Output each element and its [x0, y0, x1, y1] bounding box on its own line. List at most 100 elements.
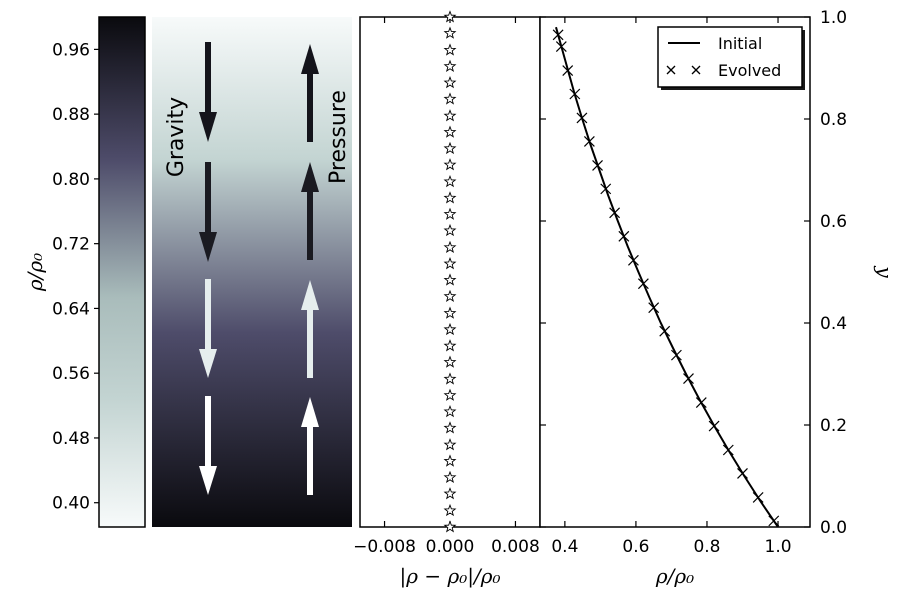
legend-box [657, 26, 803, 88]
evolved-points [552, 29, 780, 527]
gravity-label: Gravity [164, 97, 189, 177]
residual-point [443, 174, 457, 188]
pressure-arrows [301, 44, 319, 495]
evolved-point [569, 88, 581, 100]
profile-xtick-label: 0.6 [622, 537, 649, 557]
evolved-point [708, 420, 720, 432]
residual-tick-label: −0.008 [353, 537, 416, 557]
evolved-point [628, 254, 639, 266]
colorbar-tick-label: 0.48 [52, 429, 90, 449]
profile-xtick-label: 0.8 [693, 537, 720, 557]
residual-point [443, 26, 457, 39]
residual-point [443, 158, 457, 171]
colorbar-tick-label: 0.56 [52, 364, 90, 384]
profile-xticks: 0.4 0.6 0.8 1.0 [551, 17, 792, 557]
evolved-point [600, 183, 612, 195]
residual-xticks: −0.008 0.000 0.008 [353, 17, 540, 557]
evolved-point [576, 112, 588, 124]
profile-xtick-label: 1.0 [765, 537, 792, 557]
evolved-point [618, 230, 630, 242]
residual-tick-label: 0.008 [491, 537, 540, 557]
residual-point [443, 273, 457, 286]
evolved-point [555, 41, 567, 53]
profile-ytick-label: 0.0 [820, 518, 847, 538]
residual-point [443, 141, 457, 155]
profile-ytick-label: 0.8 [820, 110, 847, 130]
legend-evolved-label: Evolved [718, 61, 781, 80]
colorbar-ticks: 0.96 0.88 0.80 0.72 0.64 0.56 0.48 0.40 [52, 40, 99, 514]
residual-point [443, 503, 457, 517]
profile-ytick-label: 1.0 [820, 8, 847, 28]
pressure-arrow-2 [301, 162, 319, 260]
profile-ytick-label: 0.4 [820, 314, 847, 334]
residual-point [443, 257, 457, 270]
profile-yticks: 0.0 0.2 0.4 0.6 0.8 1.0 [540, 8, 847, 538]
residual-point [443, 191, 457, 204]
evolved-point [659, 325, 671, 337]
density-field: Gravity Pressure [152, 17, 352, 527]
residual-point [443, 59, 457, 72]
residual-point [443, 125, 457, 138]
residual-point [443, 388, 457, 401]
profile-ytick-label: 0.6 [820, 212, 847, 232]
residual-panel: −0.008 0.000 0.008 |ρ − ρ₀|/ρ₀ [353, 10, 541, 589]
profile-xlabel: ρ/ρ₀ [655, 564, 694, 588]
residual-point [443, 240, 457, 254]
colorbar-tick-label: 0.96 [52, 40, 90, 60]
evolved-point [562, 65, 574, 76]
evolved-point [752, 491, 764, 503]
pressure-arrow-1 [301, 44, 319, 142]
evolved-point [583, 136, 595, 147]
residual-point [443, 421, 457, 434]
profile-ytick-label: 0.2 [820, 416, 847, 436]
residual-point [443, 372, 457, 385]
residual-point [443, 43, 457, 56]
evolved-point [609, 207, 621, 219]
residual-point [443, 470, 457, 484]
residual-point [443, 306, 457, 319]
evolved-point [722, 444, 734, 456]
colorbar-tick-label: 0.72 [52, 235, 90, 255]
legend-evolved-swatch [666, 65, 701, 75]
initial-line [555, 26, 779, 528]
pressure-arrow-4 [301, 397, 319, 495]
residual-point [443, 207, 457, 220]
colorbar-tick-label: 0.88 [52, 105, 90, 125]
residual-point [443, 339, 457, 352]
residual-xlabel: |ρ − ρ₀|/ρ₀ [400, 564, 501, 589]
legend: Initial Evolved [657, 26, 805, 90]
evolved-point [737, 468, 748, 479]
evolved-point [695, 397, 707, 408]
profile-ylabel: y [873, 265, 897, 278]
evolved-point [670, 349, 682, 361]
residual-point [443, 109, 457, 122]
residual-point [443, 223, 457, 237]
residual-points [443, 10, 457, 533]
residual-point [443, 10, 457, 23]
density-field-image [152, 17, 352, 527]
residual-tick-label: 0.000 [426, 537, 475, 557]
evolved-point [592, 159, 603, 171]
gravity-arrow-4 [199, 396, 217, 495]
colorbar-strip [98, 16, 146, 528]
gravity-arrow-1 [199, 42, 217, 142]
profile-axes-frame [539, 16, 811, 528]
residual-point [443, 487, 457, 500]
evolved-point [552, 29, 564, 41]
evolved-point [637, 278, 649, 290]
colorbar-tick-label: 0.80 [52, 170, 90, 190]
legend-initial-label: Initial [718, 34, 762, 53]
residual-point [443, 355, 457, 368]
evolved-point [768, 515, 780, 527]
evolved-point [683, 373, 694, 385]
colorbar-tick-label: 0.64 [52, 299, 90, 319]
residual-point [443, 404, 457, 418]
profile-xtick-label: 0.4 [551, 537, 578, 557]
pressure-label: Pressure [326, 90, 351, 184]
gravity-arrow-3 [199, 279, 217, 378]
residual-point [443, 520, 457, 533]
residual-point [443, 438, 457, 451]
residual-point [443, 76, 457, 89]
pressure-arrow-3 [301, 280, 319, 378]
